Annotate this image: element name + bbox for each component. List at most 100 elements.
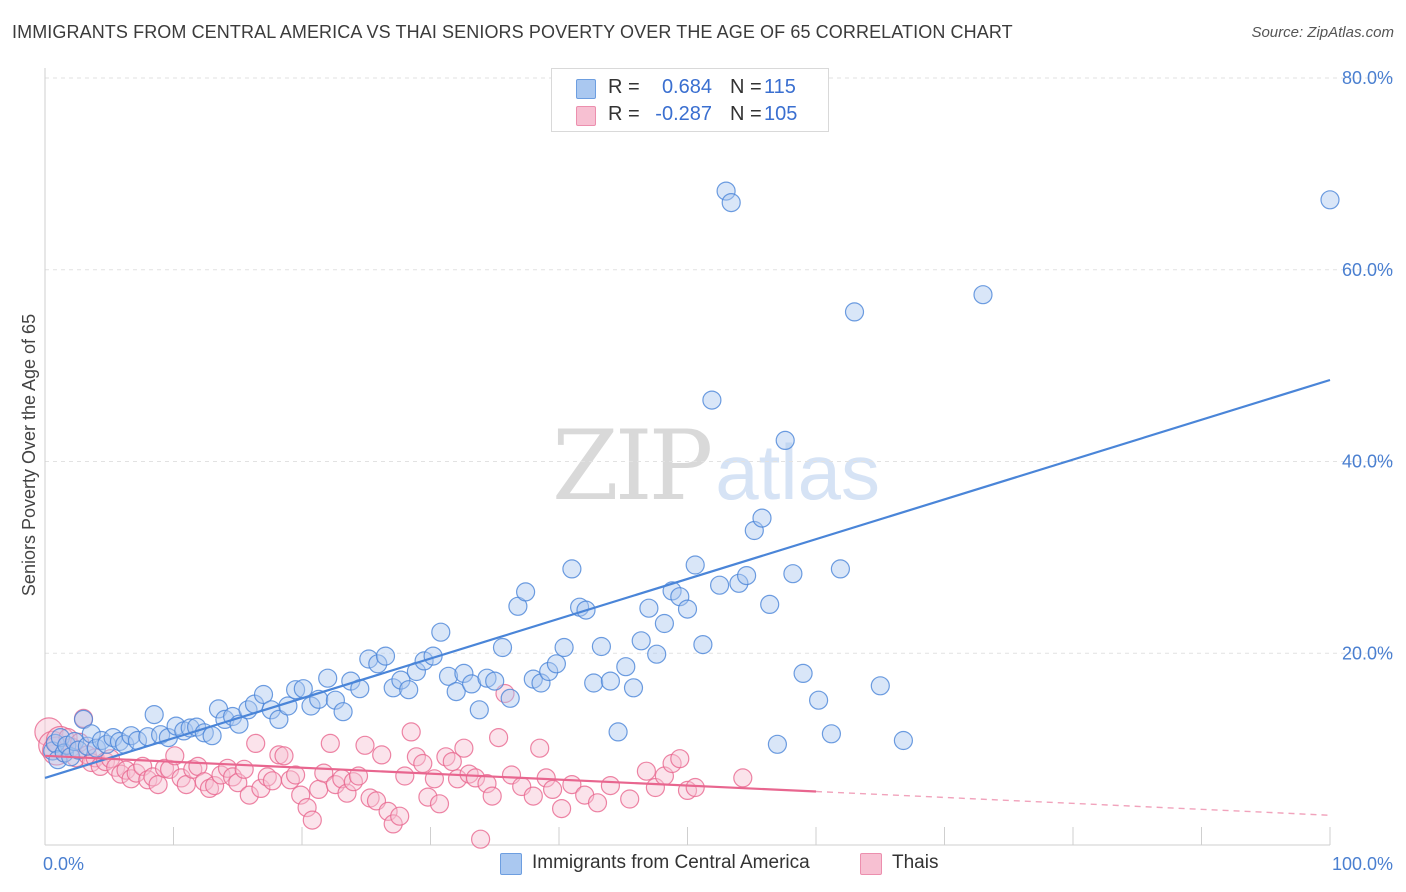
data-point — [620, 789, 640, 809]
data-point — [489, 727, 509, 748]
data-point — [121, 769, 141, 789]
data-point — [729, 573, 749, 593]
data-point — [325, 690, 345, 710]
data-point — [591, 636, 612, 657]
data-point — [251, 778, 271, 799]
data-point — [301, 696, 321, 716]
data-point — [320, 733, 340, 754]
data-point — [539, 661, 559, 682]
source-label: Source: ZipAtlas.com — [1251, 24, 1394, 41]
data-point — [716, 181, 736, 201]
data-point — [262, 771, 282, 791]
legend-r-label: R = — [608, 103, 640, 125]
data-point — [808, 690, 829, 710]
chart-title: IMMIGRANTS FROM CENTRAL AMERICA VS THAI … — [12, 22, 1013, 42]
data-point — [600, 671, 621, 691]
legend-r-value: 0.684 — [661, 76, 712, 98]
data-point — [378, 801, 398, 822]
data-point — [639, 598, 659, 618]
data-point — [454, 663, 474, 684]
data-point — [391, 670, 411, 690]
y-tick-label: 80.0% — [1342, 68, 1393, 88]
data-point — [752, 508, 772, 528]
data-point — [870, 676, 890, 696]
legend-n-value: 105 — [764, 103, 798, 125]
legend-r-label: R = — [608, 76, 640, 98]
data-point — [760, 594, 780, 615]
data-point — [343, 772, 363, 792]
data-point — [429, 794, 450, 814]
grid-lines — [45, 77, 1395, 654]
data-point — [531, 673, 551, 693]
data-point — [465, 768, 486, 788]
data-point — [165, 746, 185, 766]
y-tick-label: 20.0% — [1342, 643, 1393, 663]
data-point — [471, 829, 491, 849]
data-point — [623, 678, 644, 698]
x-tick-label: 100.0% — [1332, 854, 1393, 874]
data-point — [442, 751, 462, 772]
data-point — [469, 700, 489, 720]
data-point — [423, 646, 443, 666]
data-point — [702, 390, 722, 410]
data-point — [830, 559, 851, 579]
legend-row-blue: R = 0.684 N = 115 — [552, 75, 828, 101]
data-point — [50, 727, 71, 748]
data-point — [239, 785, 259, 805]
legend-row-pink: R = -0.287 N = 105 — [552, 102, 828, 128]
data-point — [477, 668, 497, 688]
legend-swatch-blue — [576, 79, 596, 99]
data-point — [844, 302, 865, 322]
axes — [44, 68, 1331, 846]
data-point — [297, 797, 317, 818]
data-point — [554, 637, 574, 658]
axis-labels: 20.0% 40.0% 60.0% 80.0% 0.0% 100.0% Seniors Po… — [19, 68, 1393, 874]
data-point — [291, 785, 311, 805]
data-point — [523, 786, 543, 806]
data-point — [608, 722, 628, 742]
data-point — [418, 787, 438, 807]
watermark-atlas: atlas — [715, 428, 880, 516]
data-point — [584, 673, 604, 693]
data-point — [337, 783, 357, 803]
series-legend: Immigrants from Central America Thais — [0, 852, 1406, 876]
data-point — [138, 770, 158, 790]
data-point — [151, 725, 171, 745]
data-point — [767, 734, 788, 754]
data-point — [202, 726, 222, 746]
data-point — [431, 622, 451, 642]
data-point — [793, 663, 813, 684]
data-point — [399, 680, 419, 700]
y-axis-label: Seniors Poverty Over the Age of 65 — [19, 314, 39, 596]
data-point — [246, 733, 266, 754]
watermark: ZIPatlas — [552, 410, 880, 522]
data-point — [401, 722, 421, 742]
legend-label: Thais — [892, 852, 939, 873]
trend-lines — [44, 378, 1331, 816]
data-point — [821, 724, 842, 744]
data-point — [492, 637, 513, 658]
data-point — [438, 666, 459, 686]
data-point — [454, 738, 474, 758]
data-point — [318, 668, 338, 688]
data-point — [395, 766, 415, 786]
legend-swatch-pink — [576, 106, 596, 126]
data-point — [600, 775, 621, 796]
data-point — [709, 575, 730, 595]
data-point — [368, 654, 388, 674]
data-point — [616, 657, 636, 677]
data-point — [733, 768, 753, 788]
legend-n-label: N = — [730, 103, 762, 125]
data-point — [736, 565, 757, 586]
data-point — [355, 735, 375, 755]
data-point — [375, 646, 396, 666]
data-point — [551, 798, 572, 819]
watermark-zip: ZIP — [552, 410, 713, 522]
data-point — [286, 765, 306, 785]
legend-n-label: N = — [730, 76, 762, 98]
data-point — [383, 814, 403, 834]
data-point — [685, 777, 705, 798]
data-point — [587, 793, 608, 813]
data-point — [482, 786, 502, 806]
